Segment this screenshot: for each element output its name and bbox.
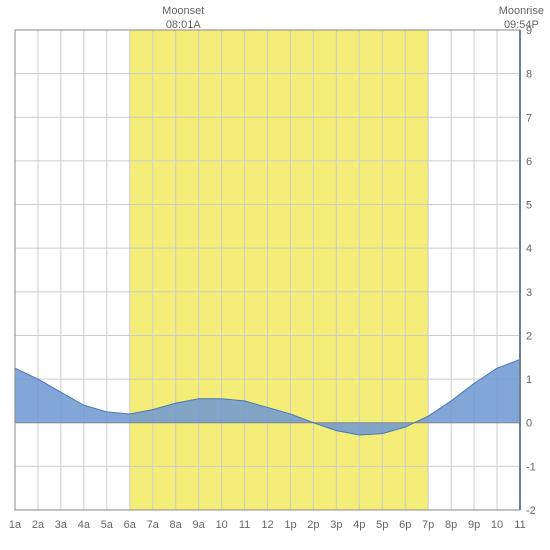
svg-text:11: 11 (239, 519, 250, 531)
svg-text:3p: 3p (330, 519, 342, 531)
svg-text:1a: 1a (9, 519, 22, 531)
svg-text:1: 1 (526, 374, 532, 386)
svg-text:1p: 1p (284, 519, 296, 531)
svg-text:7p: 7p (422, 519, 434, 531)
svg-text:10: 10 (491, 519, 503, 531)
svg-text:4: 4 (526, 243, 532, 255)
svg-text:8a: 8a (170, 519, 183, 531)
svg-text:5p: 5p (376, 519, 388, 531)
svg-text:4a: 4a (78, 519, 91, 531)
chart-svg: -2-101234567891a2a3a4a5a6a7a8a9a1011121p… (0, 0, 550, 550)
svg-text:7: 7 (526, 112, 532, 124)
tide-chart: Moonset 08:01A Moonrise 09:54P -2-101234… (0, 0, 550, 550)
svg-text:5a: 5a (101, 519, 114, 531)
moonrise-title: Moonrise (499, 4, 544, 18)
svg-text:10: 10 (215, 519, 227, 531)
svg-text:12: 12 (261, 519, 273, 531)
moonrise-time: 09:54P (499, 18, 544, 32)
svg-text:6a: 6a (124, 519, 137, 531)
svg-text:9p: 9p (468, 519, 480, 531)
svg-text:3a: 3a (55, 519, 68, 531)
svg-text:0: 0 (526, 418, 532, 430)
svg-text:8p: 8p (445, 519, 457, 531)
svg-text:6p: 6p (399, 519, 411, 531)
svg-text:6: 6 (526, 156, 532, 168)
svg-text:3: 3 (526, 287, 532, 299)
svg-text:5: 5 (526, 200, 532, 212)
svg-text:7a: 7a (147, 519, 160, 531)
svg-text:9a: 9a (193, 519, 206, 531)
svg-text:-2: -2 (526, 505, 536, 517)
svg-text:11: 11 (514, 519, 525, 531)
svg-text:2p: 2p (307, 519, 319, 531)
moonrise-label: Moonrise 09:54P (499, 4, 544, 33)
svg-text:2: 2 (526, 330, 532, 342)
svg-text:2a: 2a (32, 519, 45, 531)
svg-text:8: 8 (526, 69, 532, 81)
moonset-time: 08:01A (162, 18, 204, 32)
svg-text:-1: -1 (526, 461, 536, 473)
svg-text:4p: 4p (353, 519, 365, 531)
moonset-title: Moonset (162, 4, 204, 18)
moonset-label: Moonset 08:01A (162, 4, 204, 33)
